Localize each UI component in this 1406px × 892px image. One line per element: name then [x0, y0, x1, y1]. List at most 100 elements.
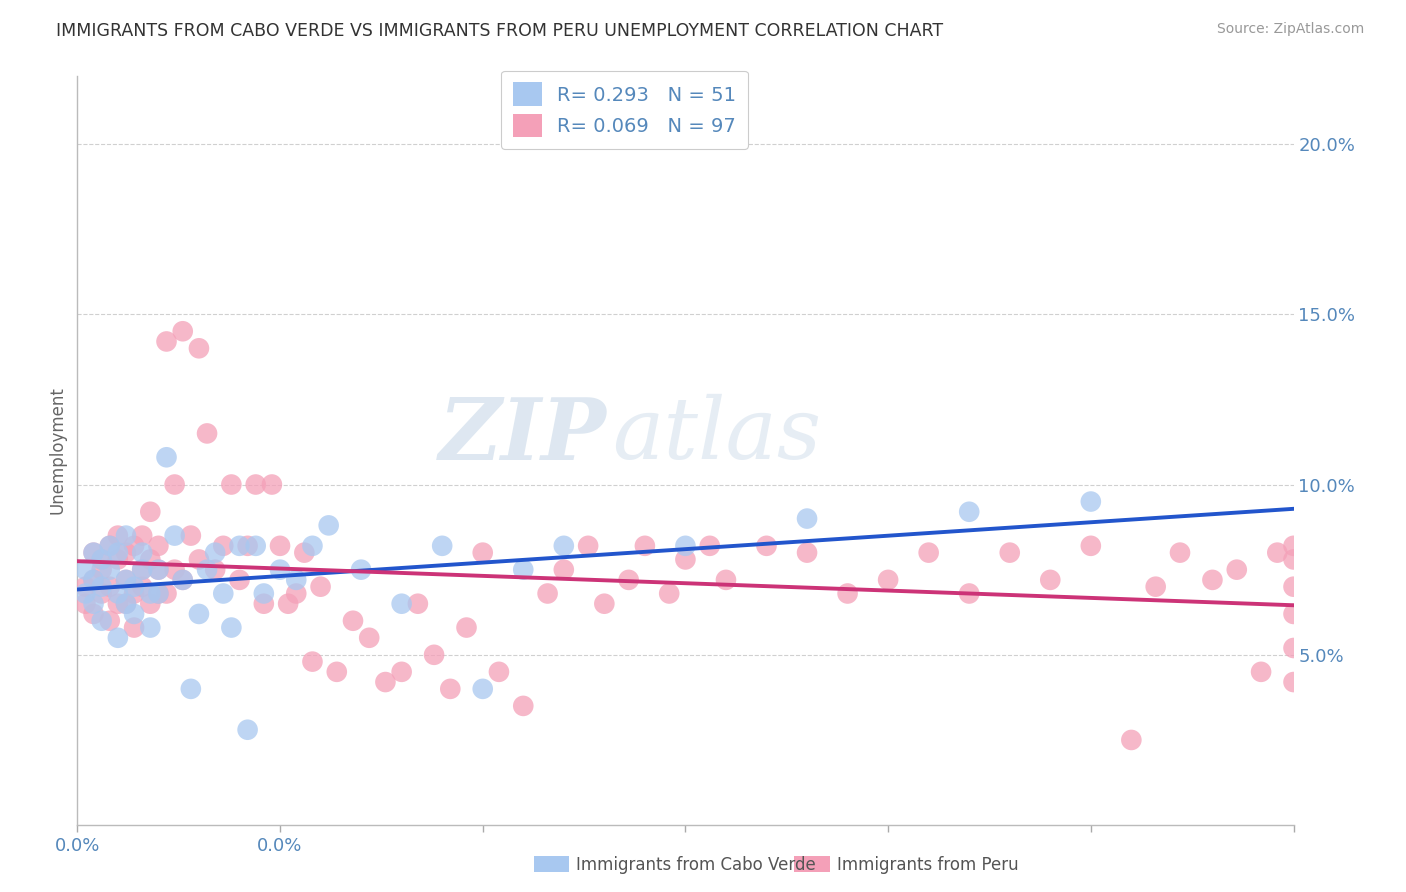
Text: IMMIGRANTS FROM CABO VERDE VS IMMIGRANTS FROM PERU UNEMPLOYMENT CORRELATION CHAR: IMMIGRANTS FROM CABO VERDE VS IMMIGRANTS… — [56, 22, 943, 40]
Point — [115, 546, 138, 560]
Point — [512, 698, 534, 713]
Point — [139, 552, 162, 566]
Point — [90, 580, 112, 594]
Point — [180, 528, 202, 542]
Point — [245, 539, 267, 553]
Point — [285, 586, 308, 600]
Point — [155, 586, 177, 600]
Point — [98, 539, 121, 553]
Point — [634, 539, 657, 553]
Point — [796, 511, 818, 525]
Point — [148, 586, 170, 600]
Y-axis label: Unemployment: Unemployment — [48, 386, 66, 515]
Point — [188, 341, 211, 355]
Point — [918, 546, 941, 560]
Point — [221, 621, 243, 635]
Point — [260, 477, 283, 491]
Point — [253, 586, 276, 600]
Point — [471, 546, 494, 560]
Point — [204, 563, 226, 577]
Point — [163, 528, 186, 542]
Point — [593, 597, 616, 611]
Text: Immigrants from Peru: Immigrants from Peru — [837, 856, 1018, 874]
Point — [115, 597, 138, 611]
Point — [1282, 539, 1305, 553]
Point — [115, 528, 138, 542]
Point — [471, 681, 494, 696]
Point — [98, 539, 121, 553]
Point — [536, 586, 558, 600]
Point — [90, 563, 112, 577]
Point — [163, 563, 186, 577]
Point — [107, 552, 129, 566]
Point — [83, 597, 105, 611]
Point — [148, 563, 170, 577]
Point — [212, 539, 235, 553]
Legend: R= 0.293   N = 51, R= 0.069   N = 97: R= 0.293 N = 51, R= 0.069 N = 97 — [501, 70, 748, 149]
Point — [406, 597, 429, 611]
Point — [228, 539, 250, 553]
Point — [1144, 580, 1167, 594]
Point — [576, 539, 599, 553]
Point — [122, 580, 145, 594]
Point — [301, 655, 323, 669]
Point — [75, 597, 97, 611]
Point — [430, 539, 453, 553]
Point — [488, 665, 510, 679]
Point — [122, 586, 145, 600]
Point — [75, 580, 97, 594]
Point — [139, 621, 162, 635]
Point — [269, 539, 291, 553]
Point — [107, 597, 129, 611]
Point — [163, 477, 186, 491]
Point — [90, 586, 112, 600]
Point — [155, 450, 177, 465]
Point — [83, 546, 105, 560]
Point — [1282, 675, 1305, 690]
Point — [75, 563, 97, 577]
Point — [115, 573, 138, 587]
Point — [301, 539, 323, 553]
Point — [115, 597, 138, 611]
Point — [318, 518, 340, 533]
Point — [1282, 607, 1305, 621]
Point — [269, 563, 291, 577]
Point — [98, 580, 121, 594]
Point — [277, 597, 299, 611]
Point — [122, 539, 145, 553]
Point — [755, 539, 778, 553]
Point — [675, 539, 697, 553]
Point — [188, 552, 211, 566]
Point — [1250, 665, 1272, 679]
Point — [1168, 546, 1191, 560]
Point — [1282, 640, 1305, 655]
Point — [148, 563, 170, 577]
Point — [139, 586, 162, 600]
Point — [107, 546, 129, 560]
Point — [212, 586, 235, 600]
Point — [107, 586, 129, 600]
Point — [122, 621, 145, 635]
Point — [512, 563, 534, 577]
Point — [148, 539, 170, 553]
Point — [553, 539, 575, 553]
Point — [391, 597, 413, 611]
Point — [107, 631, 129, 645]
Point — [236, 539, 259, 553]
Point — [675, 552, 697, 566]
Point — [83, 573, 105, 587]
Point — [1282, 552, 1305, 566]
Point — [342, 614, 364, 628]
Point — [188, 607, 211, 621]
Point — [236, 723, 259, 737]
Point — [139, 505, 162, 519]
Text: ZIP: ZIP — [439, 393, 606, 477]
Point — [1265, 546, 1288, 560]
Point — [1201, 573, 1223, 587]
Point — [172, 573, 194, 587]
Point — [131, 563, 153, 577]
Point — [1080, 539, 1102, 553]
Point — [172, 573, 194, 587]
Point — [107, 528, 129, 542]
Point — [285, 573, 308, 587]
